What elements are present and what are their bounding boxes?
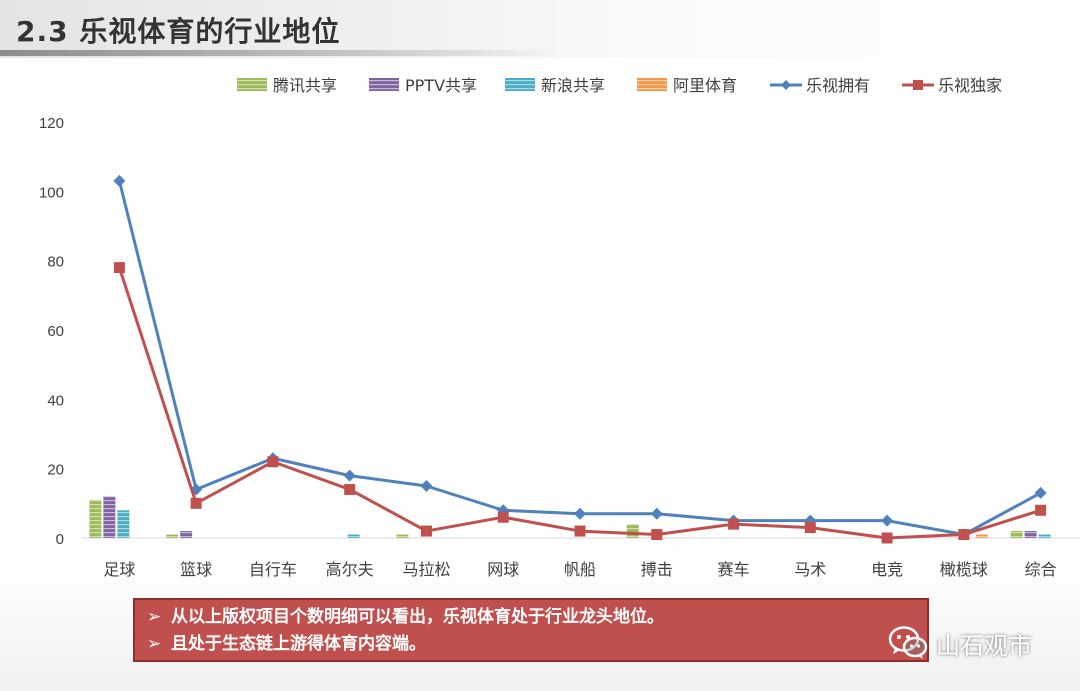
bar (1024, 531, 1037, 538)
point (728, 518, 740, 530)
x-tick-label: 篮球 (180, 560, 212, 579)
point (650, 507, 663, 520)
wechat-icon (888, 626, 928, 659)
legend-label: 新浪共享 (541, 76, 605, 95)
bar (1038, 534, 1051, 538)
legend-label: 腾讯共享 (273, 76, 337, 95)
legend-marker (781, 80, 791, 90)
legend-entry-1: PPTV共享 (369, 76, 477, 95)
arrow-bullet-icon: ➢ (147, 607, 162, 627)
bar-series (89, 496, 1051, 538)
bar-series-0 (89, 499, 1023, 538)
rights-chart: 腾讯共享 PPTV共享 新浪共享 阿里体育 乐视拥有 乐视独家 0 20 40 60 80 100 1… (39, 76, 1080, 579)
line-series (113, 174, 1047, 544)
point (113, 262, 125, 274)
callout-text-2: 且处于生态链上游得体育内容端。 (171, 634, 426, 654)
bar-series-2 (117, 510, 1051, 538)
point (190, 497, 202, 509)
y-tick-label: 20 (47, 462, 64, 479)
legend-swatch (237, 78, 267, 91)
bar (396, 534, 409, 538)
point (420, 525, 432, 537)
y-tick-label: 100 (39, 184, 64, 201)
bar (166, 534, 179, 538)
x-tick-label: 足球 (103, 560, 135, 579)
point (881, 532, 893, 544)
x-axis: 足球 篮球 自行车 高尔夫 马拉松 网球 帆船 搏击 赛车 马术 电竞 橄榄球 综合 (103, 560, 1056, 579)
watermark-text: 山石观市 (936, 631, 1032, 660)
x-tick-label: 自行车 (249, 560, 297, 579)
legend-label: 乐视独家 (938, 76, 1002, 95)
point (881, 514, 894, 527)
point (804, 522, 816, 534)
x-tick-label: 赛车 (718, 560, 750, 579)
point (574, 507, 586, 520)
x-tick-label: 马术 (794, 560, 826, 579)
callout-line-1: ➢ 从以上版权项目个数明细可以看出，乐视体育处于行业龙头地位。 (147, 604, 664, 630)
summary-callout: ➢ 从以上版权项目个数明细可以看出，乐视体育处于行业龙头地位。 ➢ 且处于生态链上游… (133, 598, 929, 662)
bar-series-1 (103, 496, 1037, 538)
legend-swatch (637, 78, 667, 91)
point (497, 511, 509, 523)
legend-entry-4: 乐视拥有 (770, 76, 870, 95)
point (420, 480, 433, 492)
legend-label: 乐视拥有 (806, 76, 870, 95)
x-tick-label: 综合 (1025, 560, 1057, 579)
point (1035, 504, 1047, 516)
point (344, 483, 356, 495)
y-tick-label: 60 (47, 323, 64, 340)
point (1034, 486, 1047, 499)
y-tick-label: 40 (47, 392, 64, 409)
title-underline (0, 50, 560, 56)
line-series-0 (113, 174, 1047, 541)
line-series-1 (113, 262, 1047, 544)
series-line (117, 267, 1042, 540)
chart-legend: 腾讯共享 PPTV共享 新浪共享 阿里体育 乐视拥有 乐视独家 (237, 76, 1002, 95)
legend-entry-3: 阿里体育 (637, 76, 737, 95)
legend-marker (913, 80, 923, 90)
watermark: 山石观市 (888, 622, 1032, 664)
x-tick-label: 网球 (487, 560, 519, 579)
title-bar (0, 0, 1080, 58)
x-tick-label: 帆船 (564, 560, 596, 579)
legend-entry-2: 新浪共享 (505, 76, 605, 95)
y-tick-label: 120 (39, 115, 64, 132)
callout-text-1: 从以上版权项目个数明细可以看出，乐视体育处于行业龙头地位。 (171, 607, 664, 627)
legend-swatch (369, 78, 399, 91)
y-tick-label: 0 (56, 531, 64, 548)
bar (1010, 531, 1023, 538)
x-tick-label: 电竞 (871, 560, 903, 579)
arrow-bullet-icon: ➢ (147, 634, 162, 654)
callout-line-2: ➢ 且处于生态链上游得体育内容端。 (147, 631, 426, 657)
bar (89, 499, 102, 538)
point (343, 469, 356, 482)
point (651, 529, 663, 541)
page-title: 2.3 乐视体育的行业地位 (16, 15, 341, 48)
bar (626, 524, 639, 538)
legend-label: PPTV共享 (405, 76, 477, 95)
legend-label: 阿里体育 (673, 76, 737, 95)
point (113, 174, 126, 187)
legend-entry-0: 腾讯共享 (237, 76, 337, 95)
x-tick-label: 橄榄球 (940, 560, 988, 579)
bar (180, 531, 193, 538)
bar (103, 496, 116, 538)
point (958, 529, 970, 541)
x-tick-label: 搏击 (641, 560, 673, 579)
bar-series-3 (975, 534, 988, 538)
x-tick-label: 马拉松 (402, 560, 450, 579)
bar (117, 510, 130, 538)
legend-swatch (505, 78, 535, 91)
point (574, 525, 586, 537)
point (267, 456, 279, 468)
legend-entry-5: 乐视独家 (902, 76, 1002, 95)
series-line (117, 180, 1042, 537)
x-tick-label: 高尔夫 (326, 560, 374, 579)
y-tick-label: 80 (47, 254, 64, 271)
bar (975, 534, 988, 538)
bar (347, 534, 360, 538)
